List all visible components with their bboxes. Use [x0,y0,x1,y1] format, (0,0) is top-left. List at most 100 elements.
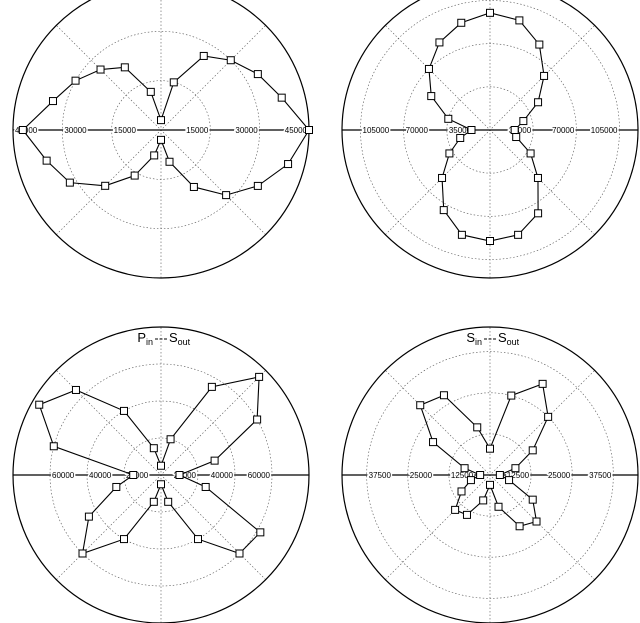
data-point [149,497,158,506]
data-point [439,391,448,400]
data-point [169,78,178,87]
plot-title: Sin [466,330,482,347]
data-point [149,444,158,453]
data-point [157,461,165,470]
title-sub: out [178,0,191,2]
title-main: S [466,330,475,345]
data-point [486,480,494,489]
data-point [256,528,265,537]
r-tick-label: 37500 [589,471,612,480]
data-point [416,401,425,410]
data-point [476,471,485,479]
plot-title: Sin [466,0,482,2]
data-point [486,444,494,453]
plot-title: Sout [169,330,191,347]
grid-circle [123,437,199,513]
data-line [419,383,549,527]
plot-title: Pout [169,0,191,2]
data-point [120,63,129,72]
data-point [150,151,159,160]
data-point [457,487,466,496]
grid-circle [360,0,620,260]
data-point [511,464,520,473]
grid-circle [49,363,273,587]
data-point [175,471,184,479]
r-tick-label: 15000 [186,126,209,135]
title-sub: in [146,0,153,2]
data-point [533,173,542,182]
data-point [210,456,219,465]
r-tick-label: 25000 [548,471,571,480]
r-tick-label: 37500 [369,471,392,480]
outer-circle [12,326,310,623]
data-point [189,182,198,191]
title-sub: in [146,337,153,347]
data-point [427,92,436,101]
data-point [129,471,138,479]
data-point [534,98,543,107]
title-sub: out [507,337,520,347]
title-main: S [498,330,507,345]
r-tick-label: 70000 [552,126,575,135]
data-point [540,71,549,80]
data-point [486,237,494,245]
data-point [486,8,494,17]
data-point [49,442,58,451]
data-point [277,93,286,102]
data-point [253,70,262,79]
data-point [435,38,444,47]
plot-title: Pin [137,0,153,2]
data-point [42,156,51,165]
data-point [526,149,535,158]
data-point [71,76,80,85]
r-tick-label: 60000 [248,471,271,480]
data-point [515,522,524,531]
data-line [38,376,262,555]
data-point [528,446,537,455]
title-main: P [137,330,146,345]
plot-title: Pin [137,330,153,347]
data-point [130,171,139,180]
r-tick-label: 105000 [591,126,618,135]
data-point [534,209,543,218]
title-sub: out [178,337,191,347]
data-point [424,64,433,73]
data-point [78,549,87,558]
data-point [532,517,541,526]
title-sub: in [475,0,482,2]
data-point [166,435,175,444]
grid-circle [366,351,614,599]
title-sub: in [475,337,482,347]
r-tick-label: 30000 [64,126,87,135]
data-point [460,464,469,473]
data-point [146,87,155,96]
data-point [157,116,165,125]
data-point [157,135,165,144]
data-point [101,181,110,190]
data-point [438,173,447,182]
plot-title: Pout [498,0,520,2]
data-point [466,476,475,485]
r-tick-label: 45000 [285,126,308,135]
grid-circle [446,86,534,174]
r-tick-label: 105000 [363,126,390,135]
data-point [507,391,516,400]
data-point [456,133,465,142]
data-point [226,56,235,65]
plot-title: Sout [498,330,520,347]
data-point [194,535,202,544]
data-point [71,385,80,394]
data-point [305,126,313,134]
data-point [120,406,128,415]
data-point [112,482,121,491]
r-tick-label: 25000 [410,471,433,480]
polar-plot: 35000350007000070000105000105000SinPout [341,0,639,279]
data-point [519,117,528,126]
data-point [528,495,537,504]
data-point [512,133,521,142]
outer-circle [341,0,639,279]
data-point [514,230,523,239]
title-main: S [169,330,178,345]
data-point [255,372,264,381]
